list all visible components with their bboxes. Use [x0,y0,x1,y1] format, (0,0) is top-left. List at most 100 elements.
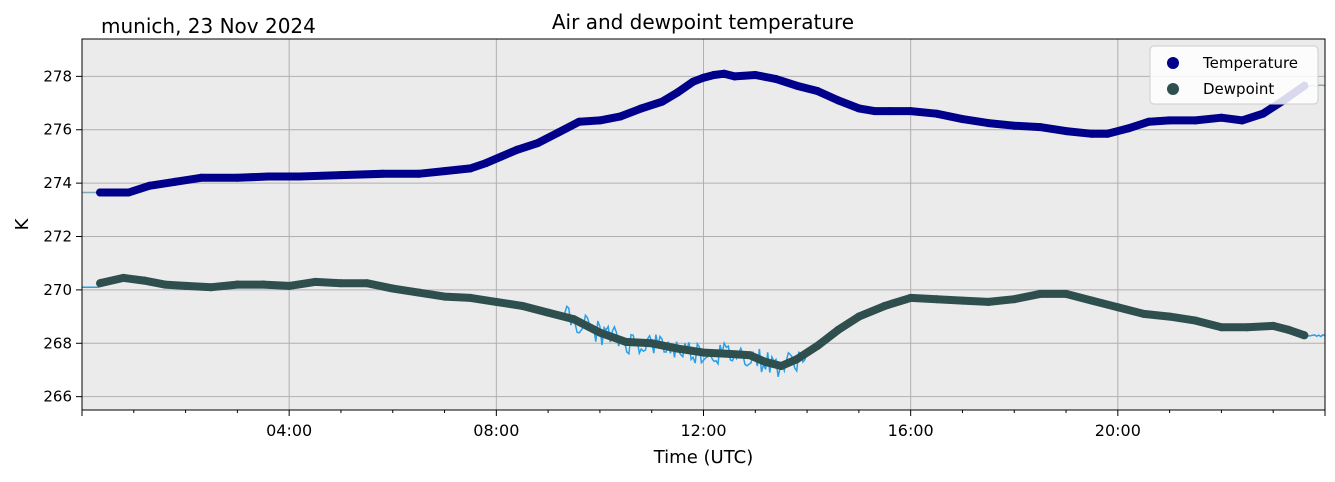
data-point-dewpoint [834,325,843,334]
data-point-temperature [730,72,739,81]
data-point-dewpoint [673,344,682,353]
data-point-temperature [699,73,708,82]
data-point-temperature [336,171,345,180]
y-tick-label: 270 [43,281,72,299]
data-point-dewpoint [492,297,501,306]
data-point-dewpoint [932,295,941,304]
data-point-temperature [145,181,154,190]
data-point-dewpoint [647,339,656,348]
data-point-dewpoint [119,273,128,282]
data-point-dewpoint [160,280,169,289]
axis-ticks: 04:00 08:00 12:00 16:00 20:00 266 268 270 272 274… [43,67,1326,440]
data-point-temperature [870,107,879,116]
legend: Temperature Dewpoint [1149,45,1319,105]
data-point-temperature [637,104,646,113]
data-point-temperature [575,117,584,126]
data-point-temperature [984,119,993,128]
data-point-dewpoint [1062,289,1071,298]
data-point-temperature [1124,124,1133,133]
data-point-temperature [958,115,967,124]
data-point-temperature [1103,129,1112,138]
data-point-dewpoint [1010,295,1019,304]
data-point-dewpoint [140,276,149,285]
data-point-dewpoint [181,281,190,290]
y-axis-label: K [12,217,33,230]
data-point-temperature [792,81,801,90]
data-point-temperature [854,104,863,113]
x-tick-label: 20:00 [1095,421,1141,440]
data-point-dewpoint [362,279,371,288]
data-point-temperature [1144,117,1153,126]
y-tick-label: 272 [43,228,72,246]
data-point-temperature [1036,123,1045,132]
data-point-dewpoint [880,301,889,310]
data-point-dewpoint [958,296,967,305]
data-point-temperature [932,109,941,118]
data-point-dewpoint [233,280,242,289]
data-point-dewpoint [207,283,216,292]
legend-label-dewpoint: Dewpoint [1203,80,1274,98]
data-point-dewpoint [518,301,527,310]
data-point-dewpoint [699,348,708,357]
data-point-dewpoint [96,279,105,288]
data-point-temperature [689,77,698,86]
chart-title: Air and dewpoint temperature [552,10,854,34]
data-point-dewpoint [813,341,822,350]
data-point-dewpoint [1036,289,1045,298]
data-point-temperature [497,152,506,161]
data-point-dewpoint [761,357,770,366]
data-point-dewpoint [1113,303,1122,312]
data-point-dewpoint [440,292,449,301]
data-point-temperature [673,88,682,97]
data-point-temperature [124,188,133,197]
data-point-dewpoint [906,293,915,302]
data-point-temperature [233,173,242,182]
data-point-dewpoint [595,328,604,337]
legend-box [1149,45,1319,105]
data-point-temperature [1191,116,1200,125]
y-tick-label: 278 [43,67,72,85]
data-point-temperature [554,128,563,137]
data-point-temperature [885,107,894,116]
data-point-dewpoint [544,308,553,317]
data-point-dewpoint [854,312,863,321]
data-point-temperature [513,145,522,154]
data-point-dewpoint [1139,309,1148,318]
data-point-dewpoint [1300,331,1309,340]
data-point-dewpoint [725,349,734,358]
data-point-temperature [906,107,915,116]
data-point-dewpoint [746,351,755,360]
data-point-temperature [1238,116,1247,125]
y-tick-label: 268 [43,334,72,352]
data-point-temperature [481,159,490,168]
data-point-dewpoint [792,355,801,364]
data-point-dewpoint [777,361,786,370]
x-tick-label: 12:00 [680,421,726,440]
data-point-temperature [616,112,625,121]
data-point-dewpoint [311,277,320,286]
data-point-temperature [414,169,423,178]
data-point-temperature [1165,116,1174,125]
data-point-temperature [1010,121,1019,130]
data-point-temperature [813,87,822,96]
data-point-temperature [533,139,542,148]
data-point-dewpoint [414,288,423,297]
chart-subtitle: munich, 23 Nov 2024 [101,14,316,38]
data-point-temperature [1258,109,1267,118]
legend-label-temperature: Temperature [1202,54,1298,72]
y-tick-label: 266 [43,388,72,406]
data-point-temperature [96,188,105,197]
data-point-dewpoint [1087,296,1096,305]
data-point-temperature [171,177,180,186]
data-point-temperature [658,97,667,106]
y-tick-label: 276 [43,121,72,139]
data-point-dewpoint [1243,323,1252,332]
legend-marker-dewpoint [1167,83,1179,95]
data-point-dewpoint [1165,312,1174,321]
data-point-temperature [466,164,475,173]
data-point-dewpoint [388,284,397,293]
data-point-temperature [1217,113,1226,122]
x-tick-label: 04:00 [266,421,312,440]
